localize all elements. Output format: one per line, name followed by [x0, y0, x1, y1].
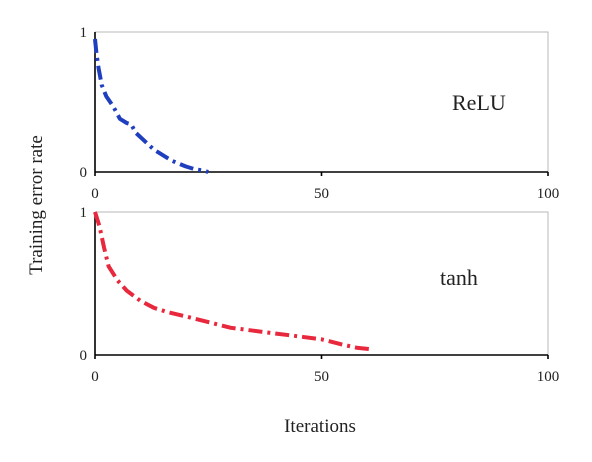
- relu-series-line: [93, 38, 209, 174]
- relu-x-tick-label: 100: [537, 186, 560, 202]
- tanh-x-tick-label: 0: [91, 369, 99, 385]
- tanh-series-line: [93, 211, 372, 352]
- relu-plot-frame: [95, 31, 549, 172]
- y-axis-title: Training error rate: [26, 135, 47, 275]
- tanh-series-label: tanh: [440, 265, 478, 290]
- relu-y-tick-label: 1: [80, 25, 88, 41]
- relu-y-tick-label: 0: [80, 165, 88, 181]
- tanh-y-tick-label: 0: [80, 348, 88, 364]
- tanh-y-tick-label: 1: [80, 205, 88, 221]
- tanh-panel: 0 50 100 0 1 tanh: [80, 205, 560, 385]
- tanh-x-tick-label: 100: [537, 369, 560, 385]
- x-axis-title: Iterations: [284, 416, 356, 437]
- tanh-x-tick-label: 50: [314, 369, 329, 385]
- tanh-plot-frame: [95, 211, 549, 355]
- relu-panel: 0 50 100 0 1 ReLU: [80, 25, 560, 202]
- relu-x-tick-label: 0: [91, 186, 99, 202]
- relu-series-label: ReLU: [452, 90, 506, 115]
- relu-x-tick-label: 50: [314, 186, 329, 202]
